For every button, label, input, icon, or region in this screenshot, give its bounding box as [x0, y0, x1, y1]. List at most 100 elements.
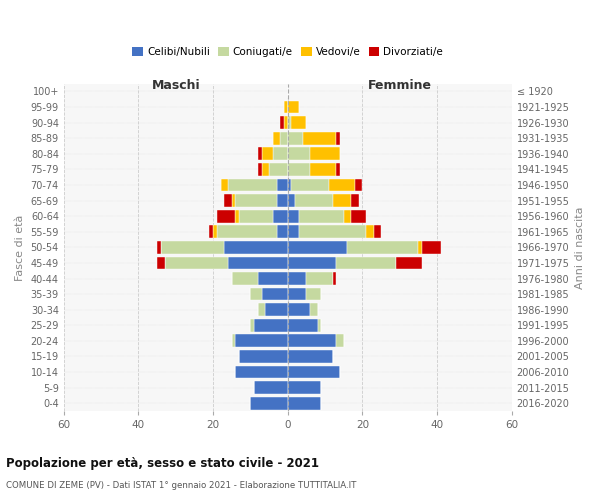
Bar — [307, 272, 332, 285]
Bar — [221, 178, 228, 192]
Bar — [284, 116, 288, 129]
Bar — [273, 132, 280, 144]
Bar — [288, 226, 299, 238]
Bar — [288, 256, 336, 270]
Text: Maschi: Maschi — [151, 79, 200, 92]
Bar — [292, 178, 329, 192]
Bar — [280, 116, 284, 129]
Y-axis label: Anni di nascita: Anni di nascita — [575, 206, 585, 288]
Bar — [295, 194, 332, 207]
Bar — [224, 241, 288, 254]
Bar — [288, 241, 347, 254]
Bar — [157, 241, 161, 254]
Bar — [232, 334, 235, 347]
Bar — [250, 319, 254, 332]
Bar — [332, 272, 336, 285]
Bar — [288, 366, 340, 378]
Bar — [288, 210, 299, 222]
Bar — [351, 194, 359, 207]
Bar — [262, 163, 269, 176]
Bar — [213, 226, 217, 238]
Bar — [299, 210, 344, 222]
Bar — [288, 288, 307, 300]
Bar — [254, 319, 288, 332]
Bar — [258, 163, 262, 176]
Bar — [344, 210, 351, 222]
Bar — [299, 226, 366, 238]
Bar — [310, 304, 317, 316]
Text: Femmine: Femmine — [368, 79, 432, 92]
Bar — [288, 381, 322, 394]
Bar — [336, 334, 344, 347]
Bar — [262, 148, 273, 160]
Bar — [351, 210, 366, 222]
Legend: Celibi/Nubili, Coniugati/e, Vedovi/e, Divorziati/e: Celibi/Nubili, Coniugati/e, Vedovi/e, Di… — [128, 43, 447, 62]
Bar — [217, 210, 235, 222]
Bar — [277, 178, 288, 192]
Bar — [277, 194, 288, 207]
Bar — [288, 319, 317, 332]
Bar — [336, 256, 396, 270]
Bar — [265, 304, 288, 316]
Bar — [347, 241, 418, 254]
Bar — [239, 210, 273, 222]
Text: COMUNE DI ZEME (PV) - Dati ISTAT 1° gennaio 2021 - Elaborazione TUTTITALIA.IT: COMUNE DI ZEME (PV) - Dati ISTAT 1° genn… — [6, 481, 356, 490]
Bar — [258, 304, 265, 316]
Bar — [307, 288, 322, 300]
Bar — [232, 194, 235, 207]
Bar — [235, 210, 239, 222]
Bar — [228, 178, 277, 192]
Bar — [288, 304, 310, 316]
Bar — [269, 163, 288, 176]
Bar — [418, 241, 422, 254]
Bar — [310, 163, 336, 176]
Bar — [235, 334, 288, 347]
Bar — [209, 226, 213, 238]
Bar — [273, 148, 288, 160]
Bar — [355, 178, 362, 192]
Text: Popolazione per età, sesso e stato civile - 2021: Popolazione per età, sesso e stato civil… — [6, 458, 319, 470]
Bar — [164, 256, 228, 270]
Bar — [157, 256, 164, 270]
Bar — [258, 148, 262, 160]
Bar — [217, 226, 277, 238]
Bar — [332, 194, 351, 207]
Bar — [329, 178, 355, 192]
Bar — [396, 256, 422, 270]
Bar — [280, 132, 288, 144]
Bar — [284, 100, 288, 114]
Bar — [288, 116, 292, 129]
Bar — [262, 288, 288, 300]
Bar — [235, 194, 277, 207]
Y-axis label: Fasce di età: Fasce di età — [15, 214, 25, 280]
Bar — [310, 148, 340, 160]
Bar — [288, 397, 322, 409]
Bar — [302, 132, 336, 144]
Bar — [288, 334, 336, 347]
Bar — [277, 226, 288, 238]
Bar — [228, 256, 288, 270]
Bar — [161, 241, 224, 254]
Bar — [273, 210, 288, 222]
Bar — [254, 381, 288, 394]
Bar — [288, 178, 292, 192]
Bar — [292, 116, 307, 129]
Bar — [317, 319, 322, 332]
Bar — [224, 194, 232, 207]
Bar — [250, 397, 288, 409]
Bar — [250, 288, 262, 300]
Bar — [288, 350, 332, 363]
Bar — [235, 366, 288, 378]
Bar — [374, 226, 381, 238]
Bar — [336, 132, 340, 144]
Bar — [258, 272, 288, 285]
Bar — [288, 100, 299, 114]
Bar — [288, 148, 310, 160]
Bar — [288, 163, 310, 176]
Bar — [366, 226, 374, 238]
Bar — [336, 163, 340, 176]
Bar — [288, 194, 295, 207]
Bar — [422, 241, 441, 254]
Bar — [288, 272, 307, 285]
Bar — [239, 350, 288, 363]
